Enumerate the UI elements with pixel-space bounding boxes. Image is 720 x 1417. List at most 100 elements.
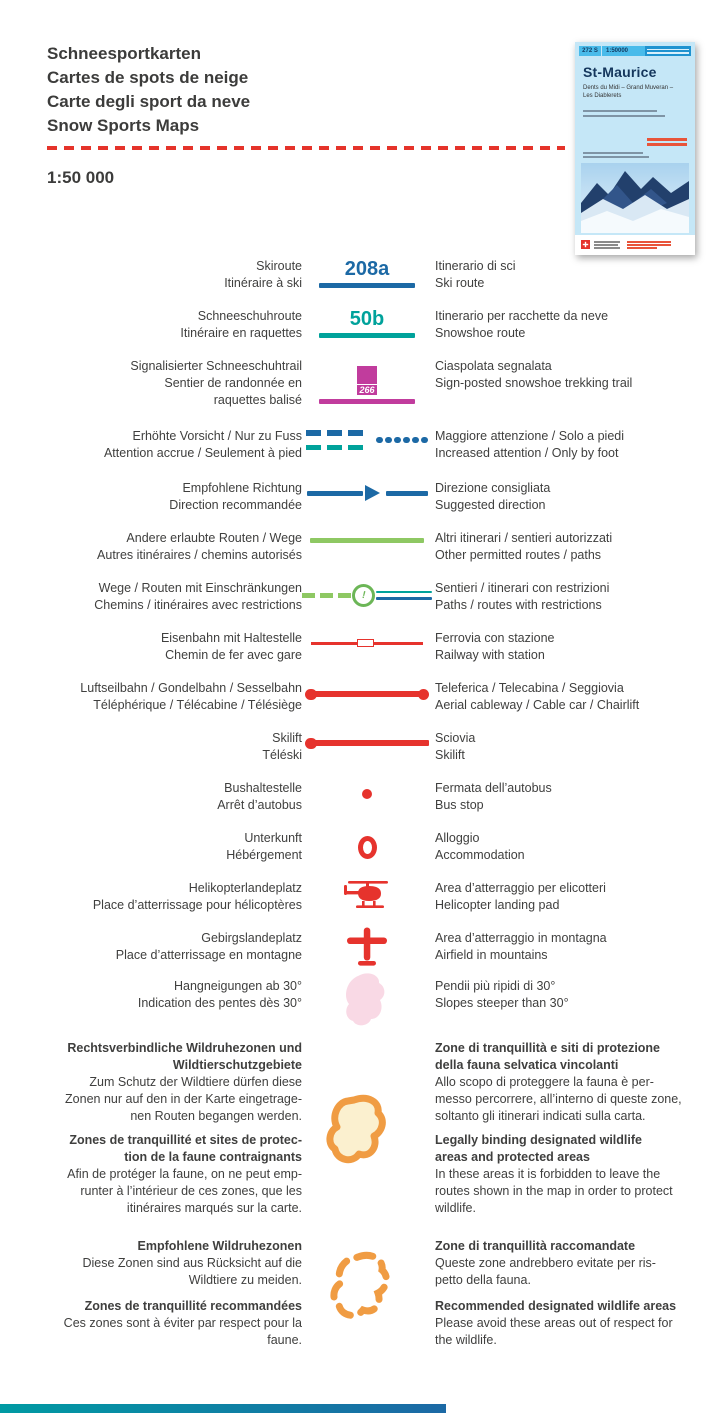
station-marker (357, 639, 374, 647)
wildlife-recommended-heading-it: Zone di tranquillità raccomandate (435, 1238, 693, 1255)
legend-left-labels: Andere erlaubte Routen / Wege Autres itin… (40, 530, 302, 564)
footer-gradient-bar (0, 1404, 446, 1413)
cover-footer (575, 235, 695, 255)
foot-only-dots (376, 436, 428, 444)
wildlife-binding-heading-en: Legally binding designated wildlife areas… (435, 1132, 693, 1166)
text-line: Skilift (272, 731, 302, 745)
cableway-symbol (302, 680, 432, 700)
legend-right-labels: Alloggio Accommodation (435, 830, 693, 864)
text-line: Skilift (435, 748, 465, 762)
accommodation-ring-icon (357, 836, 377, 859)
cover-subtitle: Dents du Midi – Grand Muveran – Les Diabl… (583, 84, 673, 100)
text-line: Itinerario per racchette da neve (435, 309, 609, 323)
trail-number: 266 (357, 385, 377, 395)
bus-stop-dot (362, 789, 372, 799)
cover-mountain-photo (581, 163, 689, 233)
text-line: Zones de tranquillité et sites de protec… (69, 1133, 302, 1147)
text-line: Railway with station (435, 648, 545, 662)
text-line: Area d’atterraggio in montagna (435, 931, 607, 945)
text-line: Sign-posted snowshoe trekking trail (435, 376, 633, 390)
restrictions-symbol-group: ! (302, 584, 432, 607)
direction-arrow-icon (364, 485, 380, 501)
wildlife-recommended-body-it: Queste zone andrebbero evitate per ris-p… (435, 1255, 693, 1289)
wildlife-binding-heading-fr: Zones de tranquillité et sites de protec… (40, 1132, 302, 1166)
text-line: routes shown in the map in order to prot… (435, 1184, 673, 1198)
text-line: Luftseilbahn / Gondelbahn / Sesselbahn (80, 681, 302, 695)
text-line: Area d’atterraggio per elicotteri (435, 881, 606, 895)
cover-title: St-Maurice (583, 64, 657, 80)
text-line: Wildtiere zu meiden. (188, 1273, 302, 1287)
text-line: Itinéraire en raquettes (180, 326, 302, 340)
cover-text-line (594, 241, 620, 243)
text-line: Téléphérique / Télécabine / Télésiège (93, 698, 302, 712)
text-line: Maggiore attenzione / Solo a piedi (435, 429, 625, 443)
trail-square-marker (357, 366, 377, 384)
snowshoe-route-number: 50b (349, 308, 385, 330)
legend-right-labels: Maggiore attenzione / Solo a piedi Increa… (435, 428, 693, 462)
ski-route-line (319, 283, 415, 288)
text-line: Andere erlaubte Routen / Wege (126, 531, 302, 545)
bus-stop-symbol (302, 780, 432, 799)
wildlife-binding-heading-it: Zone di tranquillità e siti di protezion… (435, 1040, 693, 1074)
map-cover-thumbnail: 272 S 1:50000 St-Maurice Dents du Midi –… (575, 42, 695, 255)
cover-text-line (647, 143, 687, 146)
cover-text-line (594, 244, 618, 246)
text-line: Zone di tranquillità e siti di protezion… (435, 1041, 661, 1055)
text-line: runter à l’intérieur de ces zones, que l… (80, 1184, 302, 1198)
text-line: Hébérgement (226, 848, 302, 862)
text-line: Paths / routes with restrictions (435, 598, 602, 612)
text-line: Rechtsverbindliche Wildruhezonen und (67, 1041, 302, 1055)
text-line: Allo scopo di proteggere la fauna è per- (435, 1075, 654, 1089)
legend-left-labels: Schneeschuhroute Itinéraire en raquettes (40, 308, 302, 342)
text-line: Aerial cableway / Cable car / Chairlift (435, 698, 640, 712)
ski-route-number: 208a (344, 258, 390, 280)
text-line: della fauna selvatica vincolanti (435, 1058, 619, 1072)
text-line: areas and protected areas (435, 1150, 590, 1164)
text-line: petto della fauna. (435, 1273, 531, 1287)
text-line: Les Diablerets (583, 93, 622, 99)
snowshoe-route-line (319, 333, 415, 338)
cover-sheet-scale: 1:50000 (605, 48, 629, 54)
text-line: Direction recommandée (169, 498, 302, 512)
legend-left-labels: Luftseilbahn / Gondelbahn / Sesselbahn Té… (40, 680, 302, 714)
cover-text-line (583, 152, 643, 154)
text-line: Alloggio (435, 831, 480, 845)
legend-right-labels: Altri itinerari / sentieri autorizzati Ot… (435, 530, 693, 564)
text-line: Ski route (435, 276, 485, 290)
legend-left-labels: Bushaltestelle Arrêt d’autobus (40, 780, 302, 814)
wildlife-recommended-heading-en: Recommended designated wildlife areas (435, 1298, 693, 1315)
railway-line (311, 639, 423, 648)
cover-text-line (627, 244, 671, 246)
slope-area-blob (346, 973, 385, 1026)
text-line: soltanto gli itinerari indicati sulla ca… (435, 1109, 646, 1123)
text-line: Attention accrue / Seulement à pied (103, 446, 302, 460)
legend-right-labels: Area d’atterraggio in montagna Airfield i… (435, 930, 693, 964)
legend-left-labels: Skiroute Itinéraire à ski (40, 258, 302, 292)
snowshoe-trail-symbol: 266 (302, 366, 432, 404)
text-line: Ces zones sont à éviter par respect pour… (63, 1316, 302, 1330)
steep-slope-symbol (302, 973, 432, 1028)
legend-right-labels: Itinerario per racchette da neve Snowshoe… (435, 308, 693, 342)
legend-right-labels: Ferrovia con stazione Railway with statio… (435, 630, 693, 664)
wildlife-recommended-body-fr: Ces zones sont à éviter par respect pour… (40, 1315, 302, 1349)
wildlife-recommended-body-en: Please avoid these areas out of respect … (435, 1315, 693, 1349)
ski-route-symbol: 208a (302, 258, 432, 288)
text-line: Chemin de fer avec gare (165, 648, 302, 662)
text-line: Bushaltestelle (224, 781, 302, 795)
binding-zone-blob (326, 1094, 386, 1164)
text-line: Place d’atterrissage en montagne (115, 948, 302, 962)
text-line: Slopes steeper than 30° (435, 996, 569, 1010)
text-line: Sentier de randonnée en (164, 376, 302, 390)
helicopter-icon (344, 881, 388, 908)
cover-text-line (627, 241, 671, 243)
text-line: Unterkunft (244, 831, 302, 845)
text-line: Schneesportkarten (47, 44, 201, 63)
wildlife-recommended-body-de: Diese Zonen sind aus Rücksicht auf die Wi… (40, 1255, 302, 1289)
legend-left-labels: Erhöhte Vorsicht / Nur zu Fuss Attention … (40, 428, 302, 462)
wildlife-binding-text-it-en: Zone di tranquillità e siti di protezion… (435, 1040, 693, 1217)
wildlife-recommended-text-de-fr: Empfohlene Wildruhezonen Diese Zonen sin… (40, 1238, 302, 1349)
legend-left-labels: Helikopterlandeplatz Place d’atterrissage… (40, 880, 302, 914)
legend-right-labels: Fermata dell’autobus Bus stop (435, 780, 693, 814)
text-line: Fermata dell’autobus (435, 781, 552, 795)
text-line: Ciaspolata segnalata (435, 359, 552, 373)
